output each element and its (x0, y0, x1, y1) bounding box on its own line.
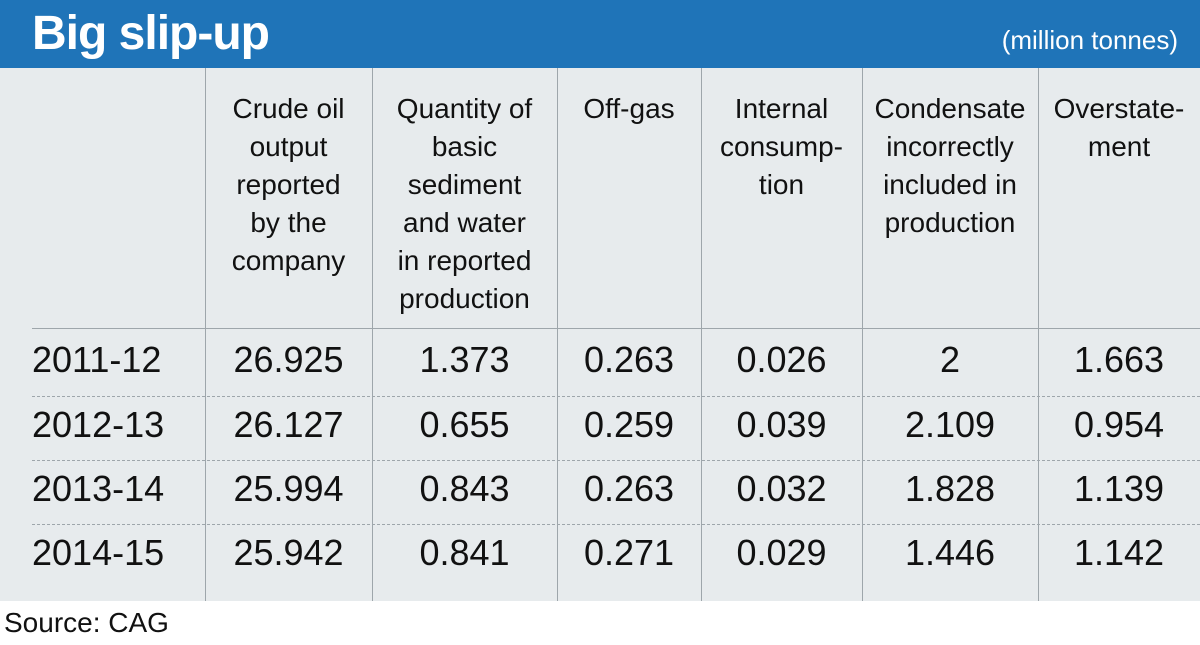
table-cell: 0.026 (736, 339, 827, 380)
column-header: Crude oil output reported by the company (231, 93, 346, 276)
table-cell: 0.263 (583, 468, 675, 509)
column-divider (205, 68, 206, 601)
table-cell: 1.142 (1073, 532, 1165, 573)
row-label: 2013-14 (32, 468, 165, 509)
chart-title: Big slip-up (32, 7, 270, 60)
table-cell: 2 (939, 339, 961, 380)
column-header: Quantity of basic sediment and water in … (396, 93, 533, 314)
column-header: Off-gas (583, 93, 675, 124)
table-cell: 0.259 (583, 404, 675, 445)
row-label: 2011-12 (32, 339, 162, 380)
column-header: Internal consump- tion (720, 93, 843, 200)
column-divider (862, 68, 863, 601)
title-bar: Big slip-up (million tonnes) (0, 0, 1200, 68)
table-cell: 0.039 (736, 404, 827, 445)
row-separator (32, 524, 1200, 525)
table-cell: 0.954 (1073, 404, 1165, 445)
table-cell: 26.925 (233, 339, 344, 380)
table-cell: 0.271 (583, 532, 675, 573)
table-cell: 0.843 (419, 468, 510, 509)
table-cell: 1.446 (904, 532, 996, 573)
row-label: 2014-15 (32, 532, 165, 573)
source-note: Source: CAG (4, 607, 169, 638)
table-cell: 0.655 (419, 404, 510, 445)
table-cell: 0.263 (583, 339, 675, 380)
column-divider (557, 68, 558, 601)
table-cell: 0.841 (419, 532, 510, 573)
table-cell: 1.828 (904, 468, 996, 509)
row-separator (32, 460, 1200, 461)
column-header: Condensate incorrectly included in produ… (874, 93, 1026, 238)
column-divider (701, 68, 702, 601)
table-cell: 1.663 (1073, 339, 1165, 380)
table-cell: 2.109 (904, 404, 996, 445)
table-cell: 1.373 (419, 339, 510, 380)
table-cell: 0.032 (736, 468, 827, 509)
table-cell: 1.139 (1073, 468, 1165, 509)
column-divider (372, 68, 373, 601)
table-cell: 26.127 (233, 404, 344, 445)
table-cell: 0.029 (736, 532, 827, 573)
table-cell: 25.994 (233, 468, 344, 509)
units-label: (million tonnes) (1001, 25, 1178, 55)
header-rule (32, 328, 1200, 329)
table-cell: 25.942 (233, 532, 344, 573)
column-header: Overstate- ment (1053, 93, 1185, 162)
row-label: 2012-13 (32, 404, 165, 445)
data-table: Crude oil output reported by the company… (0, 68, 1200, 601)
row-separator (32, 396, 1200, 397)
column-divider (1038, 68, 1039, 601)
